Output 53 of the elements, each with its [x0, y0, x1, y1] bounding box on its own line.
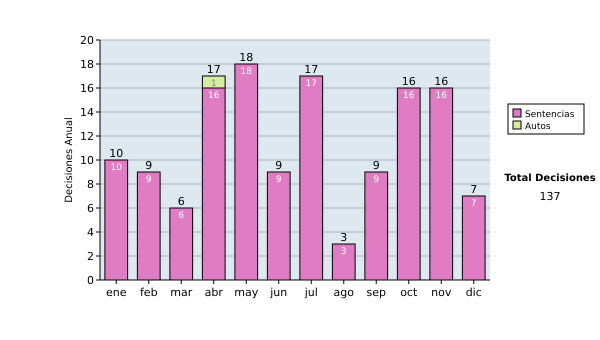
y-tick-label: 2: [87, 250, 94, 263]
legend-label: Sentencias: [525, 110, 575, 120]
y-tick-label: 6: [87, 202, 94, 215]
total-label: 17: [206, 63, 221, 76]
x-tick-label: oct: [400, 286, 418, 299]
total-label: 9: [372, 159, 380, 172]
x-tick-label: jul: [304, 286, 318, 299]
x-tick-label: feb: [140, 286, 158, 299]
total-label: 9: [275, 159, 282, 172]
text: Total Decisiones: [504, 173, 596, 184]
x-tick-label: mar: [170, 286, 193, 299]
y-tick-label: 10: [80, 154, 94, 167]
x-tick-label: ago: [334, 286, 354, 299]
total-label: 17: [304, 63, 318, 76]
total-label: 16: [434, 75, 448, 88]
y-axis-title: Decisiones Anual: [64, 117, 75, 203]
y-tick-label: 8: [87, 178, 94, 191]
legend-label: Autos: [525, 122, 551, 132]
x-tick-label: sep: [366, 286, 386, 299]
y-tick-label: 4: [87, 226, 94, 239]
data-label: 9: [276, 175, 282, 185]
x-tick-label: ene: [106, 286, 127, 299]
y-tick-label: 14: [80, 106, 94, 119]
total-label: 16: [402, 75, 416, 88]
y-tick-label: 0: [87, 274, 94, 287]
text: 137: [540, 190, 560, 203]
data-label: 17: [306, 79, 317, 89]
x-tick-label: abr: [204, 286, 224, 299]
data-label: 16: [208, 91, 220, 101]
data-label: 6: [178, 211, 184, 221]
x-tick-label: jun: [269, 286, 288, 299]
total-label: 9: [145, 159, 152, 172]
data-label: 1: [210, 79, 217, 89]
y-tick-label: 12: [80, 130, 94, 143]
total-label: 10: [109, 147, 124, 160]
data-label: 10: [110, 163, 122, 173]
data-label: 16: [403, 91, 415, 101]
data-label: 9: [373, 175, 380, 185]
y-tick-label: 16: [80, 82, 94, 95]
y-tick-label: 18: [80, 58, 94, 71]
total-label: 6: [178, 195, 185, 208]
data-label: 18: [240, 67, 252, 77]
x-tick-label: nov: [431, 286, 452, 299]
data-label: 3: [340, 247, 347, 257]
data-label: 7: [470, 199, 477, 209]
total-label: 18: [239, 51, 254, 64]
x-tick-label: dic: [466, 286, 482, 299]
total-label: 7: [470, 183, 478, 196]
data-label: 9: [146, 175, 152, 185]
x-tick-label: may: [234, 286, 259, 299]
total-label: 3: [340, 231, 348, 244]
y-tick-label: 20: [80, 34, 94, 47]
data-label: 16: [436, 91, 448, 101]
